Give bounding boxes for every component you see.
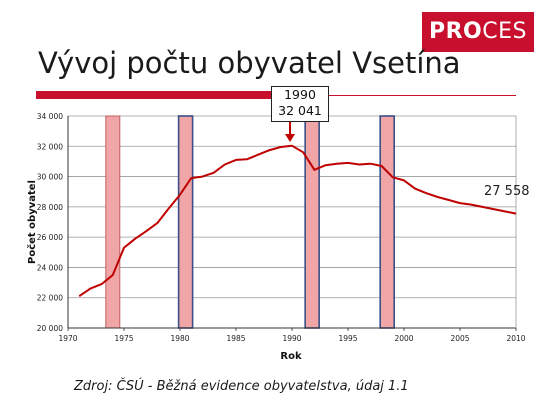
chart-grid bbox=[67, 115, 517, 331]
y-tick-label: 30 000 bbox=[37, 173, 63, 182]
x-axis-label: Rok bbox=[280, 351, 302, 362]
x-tick-label: 1970 bbox=[58, 334, 77, 343]
slide-title: Vývoj počtu obyvatel Vsetína bbox=[38, 46, 461, 80]
x-tick-label: 2000 bbox=[394, 334, 413, 343]
title-underline-line bbox=[276, 95, 516, 96]
x-tick-label: 1995 bbox=[338, 334, 357, 343]
highlight-bar bbox=[379, 115, 396, 329]
y-tick-label: 26 000 bbox=[37, 233, 63, 242]
y-tick-label: 32 000 bbox=[37, 142, 63, 151]
y-tick-label: 24 000 bbox=[37, 263, 63, 272]
callout-value: 32 041 bbox=[278, 103, 322, 118]
highlight-bars bbox=[105, 115, 396, 329]
end-value-label: 27 558 bbox=[484, 184, 530, 199]
y-tick-label: 22 000 bbox=[37, 294, 63, 303]
x-tick-label: 2010 bbox=[506, 334, 525, 343]
chart-axes bbox=[67, 116, 517, 329]
data-series bbox=[78, 144, 517, 298]
source-note: Zdroj: ČSÚ - Běžná evidence obyvatelstva… bbox=[74, 379, 409, 394]
callout-year: 1990 bbox=[284, 87, 316, 102]
y-tick-label: 34 000 bbox=[37, 112, 63, 121]
x-tick-label: 1985 bbox=[226, 334, 245, 343]
y-axis-label: Počet obyvatel bbox=[26, 180, 38, 264]
x-tick-label: 1990 bbox=[282, 334, 301, 343]
peak-callout: 1990 32 041 bbox=[271, 86, 329, 122]
callout-arrow bbox=[285, 121, 295, 142]
highlight-bar bbox=[177, 115, 194, 329]
highlight-bar bbox=[304, 115, 320, 329]
x-tick-label: 1975 bbox=[114, 334, 133, 343]
proces-logo: PROCES bbox=[422, 12, 534, 52]
tick-labels: 20 000 22 000 24 000 26 000 28 000 30 000 32 0… bbox=[37, 112, 526, 343]
x-tick-label: 2005 bbox=[450, 334, 469, 343]
y-tick-label: 20 000 bbox=[37, 324, 63, 333]
x-tick-label: 1980 bbox=[170, 334, 189, 343]
highlight-bar bbox=[105, 115, 121, 329]
title-underline-bar bbox=[36, 91, 276, 99]
arrow-head bbox=[285, 134, 295, 142]
population-line bbox=[78, 144, 517, 298]
y-tick-label: 28 000 bbox=[37, 203, 63, 212]
